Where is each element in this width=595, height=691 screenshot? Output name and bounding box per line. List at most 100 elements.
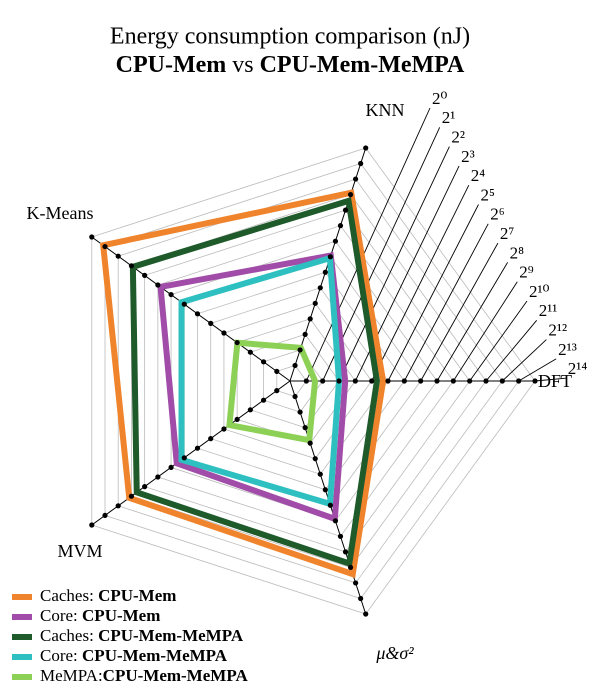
r-tick-label: 2¹⁴ [568,359,588,378]
r-tick-label: 2² [451,128,465,147]
tick-dot [274,388,280,394]
tick-dot [499,378,505,384]
tick-dot [322,269,328,275]
tick-dot [194,311,201,317]
tick-dot [297,347,303,353]
r-tick-label: 2⁸ [510,243,524,262]
tick-leader [338,146,450,382]
tick-dot [208,436,214,442]
tick-dot [358,160,364,167]
r-tick-label: 2¹³ [558,340,577,359]
legend-label: MeMPA:CPU-Mem-MeMPA [40,666,248,685]
tick-dot [260,397,267,403]
grid-ring [104,163,520,599]
tick-leader [534,377,566,382]
grid-ring [144,209,471,553]
tick-leader [485,320,538,382]
tick-dot [312,456,318,462]
tick-dot [342,207,349,213]
r-tick-label: 2⁶ [490,205,505,224]
grid-ring [223,302,373,460]
tick-dot [369,378,375,384]
tick-dot [385,378,391,384]
series-line [226,339,319,444]
tick-dot [516,378,522,384]
tick-dot [332,518,339,524]
tick-leader [452,281,518,382]
tick-dot [247,349,253,355]
r-tick-label: 2¹² [548,321,567,340]
legend-label: Caches: CPU-Mem-MeMPA [40,626,244,645]
tick-dot [363,611,369,617]
tick-dot [303,378,309,384]
tick-dot [102,243,108,250]
tick-dot [234,339,240,346]
tick-leader [387,204,479,382]
tick-dot [434,378,440,384]
r-tick-label: 2³ [461,147,475,166]
tick-dot [317,285,323,291]
tick-dot [142,272,148,278]
grid-ring [236,318,356,444]
axis-spoke [91,380,291,526]
tick-dot [155,474,161,480]
tick-dot [302,425,308,431]
tick-dot [208,320,214,326]
tick-dot [363,145,369,151]
tick-dot [483,378,489,384]
tick-dot [128,263,135,269]
tick-dot [450,378,456,384]
axis-spoke [91,236,291,382]
tick-dot [115,253,121,259]
tick-dot [247,407,253,413]
tick-dot [353,580,359,586]
tick-leader [436,262,508,382]
r-tick-label: 2¹⁰ [529,282,550,301]
tick-dot [89,234,95,240]
legend-label: Core: CPU-Mem-MeMPA [40,646,228,665]
tick-dot [307,316,313,322]
tick-dot [292,362,298,369]
tick-leader [403,223,489,382]
tick-dot [352,378,358,384]
tick-dot [337,223,344,229]
tick-dot [221,426,227,432]
subtitle-part: CPU-Mem [116,52,227,78]
tick-dot [89,522,95,528]
tick-dot [168,464,174,471]
tick-dot [115,503,121,509]
tick-dot [327,254,333,260]
tick-dot [260,359,267,365]
r-tick-label: 2⁴ [471,166,486,185]
legend-label: Caches: CPU-Mem [40,586,176,605]
tick-leader [469,300,528,382]
r-tick-label: 2¹ [442,108,456,127]
tick-dot [336,378,342,384]
tick-leader [518,358,557,382]
axis-label: KNN [366,100,405,120]
grid-ring [276,364,307,398]
tick-leader [371,185,470,382]
tick-leader [305,107,431,382]
tick-dot [181,455,187,461]
axis-label: DFT [538,371,572,391]
tick-dot [307,440,313,446]
series-line [129,196,380,568]
tick-dot [142,484,148,490]
tick-dot [297,409,303,415]
chart-title: Energy consumption comparison (nJ) [110,24,470,50]
axis-label: K-Means [27,203,94,223]
tick-dot [168,291,174,298]
tick-dot [347,564,354,571]
tick-dot [155,282,161,288]
tick-dot [322,487,328,493]
tick-dot [274,368,280,374]
legend-label: Core: CPU-Mem [40,606,160,625]
grid-ring [131,194,487,568]
tick-dot [128,493,135,499]
tick-dot [317,471,323,477]
r-tick-label: 2⁹ [519,263,534,282]
tick-dot [532,378,538,384]
r-tick-label: 2⁷ [500,224,515,243]
